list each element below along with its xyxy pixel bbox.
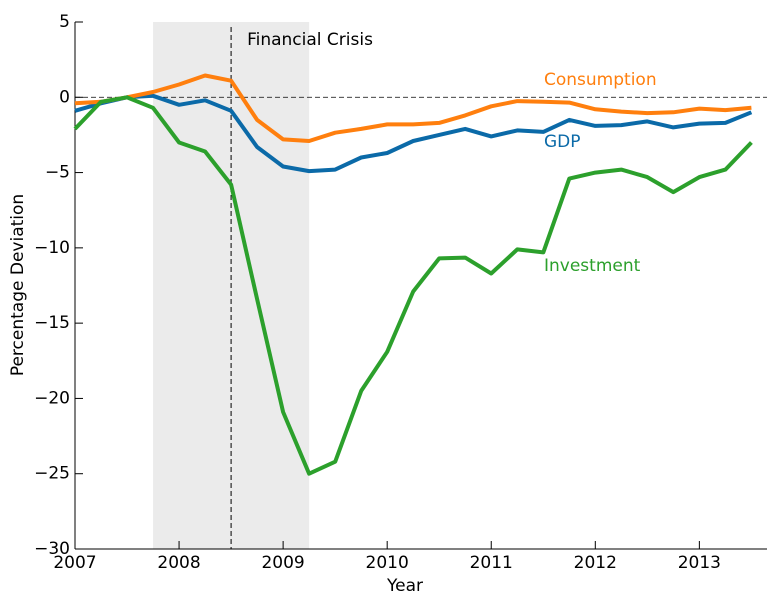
- x-tick-label: 2011: [470, 553, 513, 573]
- y-tick-label: 0: [59, 87, 70, 107]
- x-tick-label: 2007: [53, 553, 96, 573]
- series-line: [74, 93, 753, 174]
- x-tick-label: 2013: [678, 553, 721, 573]
- y-tick-label: 5: [59, 12, 70, 32]
- series-line: [73, 95, 753, 476]
- y-tick-label: −15: [34, 313, 70, 333]
- x-tick-label: 2010: [366, 553, 409, 573]
- y-tick-label: −5: [45, 163, 70, 183]
- y-tick-label: −30: [34, 539, 70, 559]
- y-tick-label: −25: [34, 464, 70, 484]
- series-label: Investment: [544, 256, 641, 276]
- series-line: [74, 73, 752, 143]
- y-tick-label: −20: [34, 388, 70, 408]
- series-label: Consumption: [544, 70, 657, 90]
- x-tick-label: 2009: [261, 553, 304, 573]
- y-tick-label: −10: [34, 238, 70, 258]
- x-axis-label: Year: [386, 576, 423, 596]
- event-label: Financial Crisis: [247, 30, 373, 50]
- x-tick-label: 2012: [574, 553, 617, 573]
- x-tick-label: 2008: [157, 553, 200, 573]
- series-label: GDP: [544, 132, 581, 152]
- y-axis-label: Percentage Deviation: [8, 194, 28, 376]
